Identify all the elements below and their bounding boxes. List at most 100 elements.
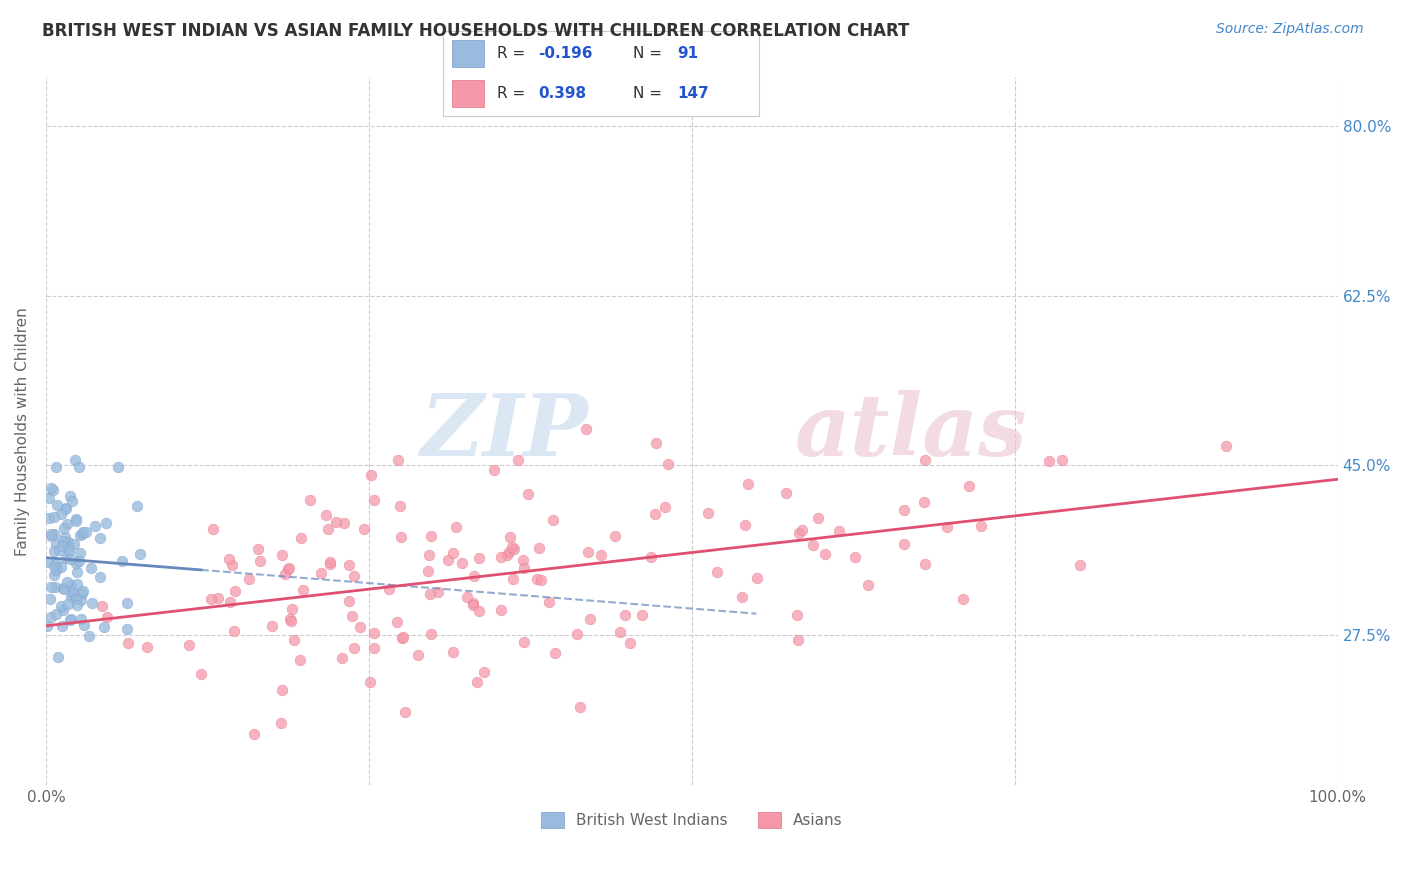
Y-axis label: Family Households with Children: Family Households with Children xyxy=(15,307,30,556)
Point xyxy=(426,584,449,599)
Point xyxy=(48,542,70,557)
Point xyxy=(363,641,385,656)
Point xyxy=(271,548,294,562)
Legend: British West Indians, Asians: British West Indians, Asians xyxy=(534,805,849,834)
Point xyxy=(591,548,613,562)
Text: 91: 91 xyxy=(678,45,699,61)
Point xyxy=(89,532,111,546)
Point xyxy=(315,508,337,522)
Point xyxy=(737,476,759,491)
Point xyxy=(107,460,129,475)
Point xyxy=(58,544,80,558)
Point xyxy=(41,483,63,498)
Point xyxy=(55,500,77,515)
Point xyxy=(45,557,67,571)
Point xyxy=(45,607,67,621)
Point xyxy=(200,591,222,606)
Point xyxy=(45,460,67,475)
Point xyxy=(807,510,830,524)
Point xyxy=(55,551,77,566)
Point xyxy=(42,559,65,574)
Point xyxy=(59,613,82,627)
Point xyxy=(697,506,720,520)
Point xyxy=(96,516,118,531)
Point xyxy=(89,570,111,584)
Point xyxy=(1069,558,1091,572)
Point xyxy=(39,529,62,543)
Point xyxy=(957,479,980,493)
Point xyxy=(316,522,339,536)
Point xyxy=(914,558,936,572)
Point xyxy=(644,435,666,450)
Point xyxy=(319,555,342,569)
Point xyxy=(262,619,284,633)
Point xyxy=(436,553,458,567)
Point xyxy=(51,619,73,633)
Point xyxy=(42,510,65,524)
Point xyxy=(391,630,413,644)
Point xyxy=(502,541,524,556)
Point xyxy=(278,612,301,626)
Point xyxy=(330,651,353,665)
Point xyxy=(69,546,91,560)
Point xyxy=(59,612,82,626)
Point xyxy=(249,554,271,568)
Point xyxy=(283,633,305,648)
Point xyxy=(468,550,491,565)
Text: 0.398: 0.398 xyxy=(537,87,586,102)
Point xyxy=(221,558,243,572)
Point xyxy=(502,572,524,586)
Point xyxy=(69,528,91,542)
Point xyxy=(333,516,356,530)
Point xyxy=(619,636,641,650)
Point xyxy=(1050,453,1073,467)
Point xyxy=(59,552,82,566)
Point xyxy=(568,699,591,714)
Point xyxy=(391,631,413,645)
Point xyxy=(644,507,666,521)
Point xyxy=(62,587,84,601)
Point xyxy=(325,515,347,529)
Point xyxy=(66,565,89,579)
Point xyxy=(56,539,79,553)
Point xyxy=(207,591,229,606)
Point xyxy=(363,493,385,508)
Point xyxy=(69,459,91,474)
Point xyxy=(513,561,536,575)
Point xyxy=(495,548,517,562)
Point xyxy=(912,495,935,509)
Point xyxy=(468,604,491,618)
Point xyxy=(91,599,114,614)
Text: R =: R = xyxy=(496,45,530,61)
Point xyxy=(66,598,89,612)
Point xyxy=(65,514,87,528)
Point xyxy=(299,493,322,508)
Point xyxy=(72,617,94,632)
Point xyxy=(337,558,360,572)
Point xyxy=(420,529,443,543)
Point xyxy=(42,544,65,558)
Point xyxy=(290,531,312,545)
Point xyxy=(190,667,212,681)
Text: N =: N = xyxy=(633,45,666,61)
Point xyxy=(115,622,138,636)
Point xyxy=(506,453,529,467)
Point xyxy=(775,486,797,500)
Point xyxy=(111,554,134,568)
Point xyxy=(499,530,522,544)
FancyBboxPatch shape xyxy=(453,80,484,108)
Point xyxy=(1038,454,1060,468)
Point xyxy=(463,597,485,611)
Point xyxy=(59,590,82,604)
Point xyxy=(631,608,654,623)
Point xyxy=(914,453,936,467)
Point xyxy=(441,546,464,560)
Point xyxy=(734,518,756,533)
Point xyxy=(62,584,84,599)
Point xyxy=(79,628,101,642)
Point xyxy=(706,566,728,580)
Point xyxy=(56,574,79,589)
Point xyxy=(489,549,512,564)
Point xyxy=(544,646,567,660)
Point xyxy=(53,530,76,544)
